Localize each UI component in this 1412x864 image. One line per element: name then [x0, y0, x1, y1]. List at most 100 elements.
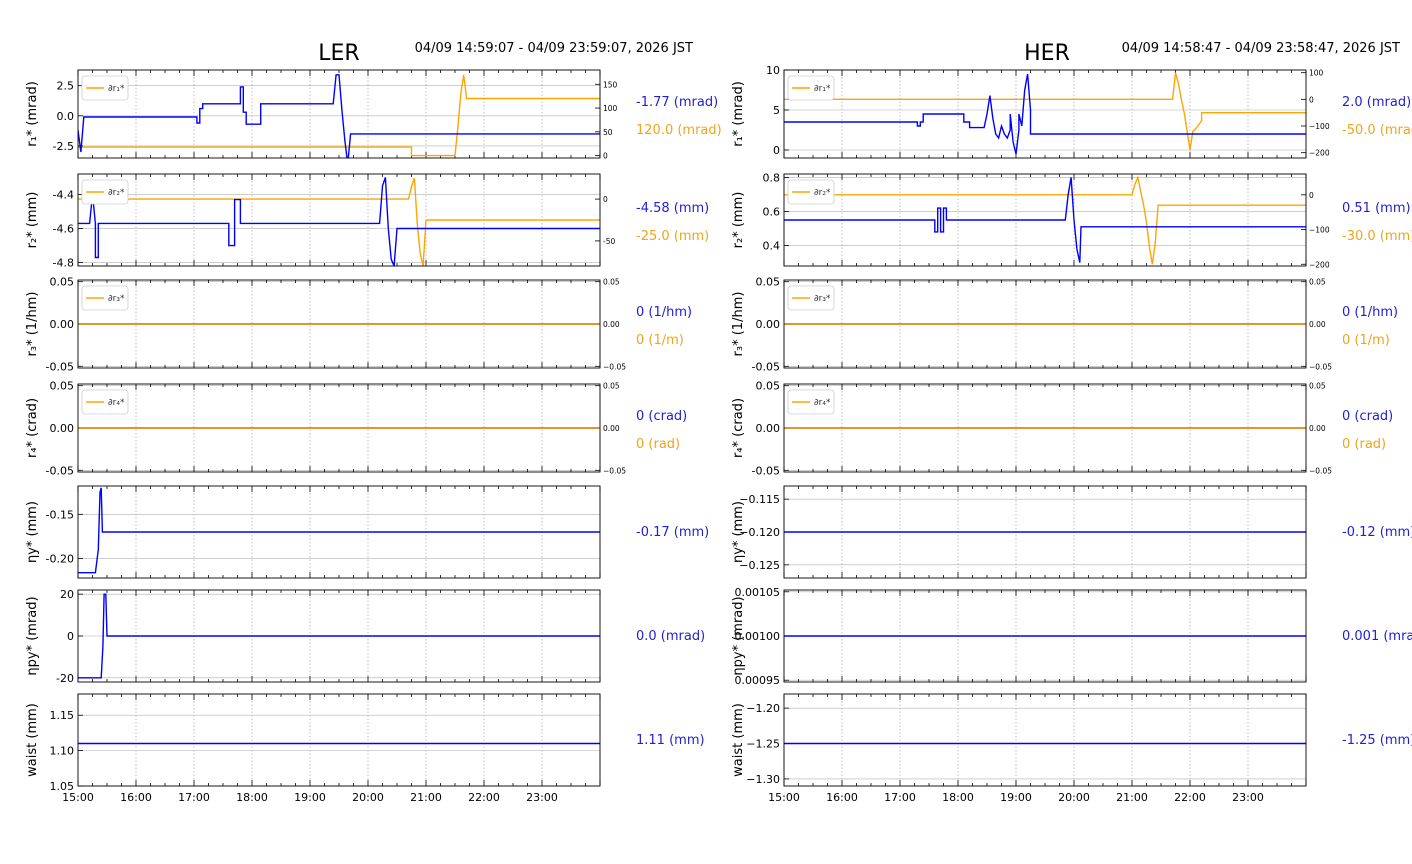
secondary-value-readout: 0 (rad) [1342, 437, 1386, 452]
y-tick-label: -2.5 [53, 140, 74, 153]
y-axis-label: r₄* (crad) [731, 398, 746, 458]
her-title: HER [1024, 41, 1070, 66]
axes-frame [77, 173, 601, 267]
x-tick-label: 18:00 [942, 791, 974, 804]
y2-tick-label: 0.05 [1309, 278, 1326, 287]
y-axis-label: r₁* (mrad) [25, 81, 40, 147]
legend: ∂r₂* [787, 179, 835, 205]
x-tick-label: 22:00 [1174, 791, 1206, 804]
x-tick-label: 22:00 [468, 791, 500, 804]
legend-label: ∂r₃* [814, 294, 831, 304]
legend-box [81, 179, 129, 205]
axes-frame [77, 279, 601, 369]
legend-label: ∂r₃* [108, 294, 125, 304]
legend-label: ∂r₄* [814, 398, 831, 408]
secondary-value-readout: -25.0 (mm) [636, 229, 709, 244]
legend-box [787, 389, 835, 415]
legend: ∂r₄* [81, 389, 129, 415]
y-tick-label: -0.05 [752, 464, 780, 477]
y-tick-label: -4.8 [53, 257, 74, 270]
y-axis-label: r₂* (mm) [25, 192, 40, 249]
primary-value-readout: 1.11 (mm) [636, 733, 705, 748]
x-tick-label: 16:00 [120, 791, 152, 804]
y-tick-label: 0.00095 [735, 674, 781, 687]
y-axis-label: r₃* (1/hm) [25, 292, 40, 357]
y-tick-label: −0.115 [739, 493, 780, 506]
y-tick-label: -0.05 [46, 464, 74, 477]
y-tick-label: 1.15 [50, 709, 75, 722]
legend-box [81, 389, 129, 415]
y2-tick-label: -50 [603, 237, 615, 246]
y-tick-label: -4.4 [53, 188, 74, 201]
secondary-value-readout: 0 (rad) [636, 437, 680, 452]
ler-panel: LER 04/09 14:59:07 - 04/09 23:59:07, 202… [25, 41, 722, 804]
primary-value-readout: -0.12 (mm) [1342, 525, 1412, 540]
y-tick-label: 0.00100 [735, 630, 781, 643]
secondary-series-line [78, 177, 600, 266]
x-tick-label: 15:00 [62, 791, 94, 804]
legend-label: ∂r₄* [108, 398, 125, 408]
secondary-value-readout: -50.0 (mrad) [1342, 123, 1412, 138]
y-tick-label: 0.00 [50, 318, 75, 331]
y-tick-label: 1.10 [50, 745, 75, 758]
y-tick-label: 0.8 [763, 171, 781, 184]
ler-title: LER [318, 41, 359, 66]
her-panel: HER 04/09 14:58:47 - 04/09 23:58:47, 202… [731, 41, 1412, 804]
y2-tick-label: 0 [1309, 95, 1314, 104]
y-tick-label: 0.6 [763, 205, 781, 218]
secondary-value-readout: -30.0 (mm) [1342, 229, 1412, 244]
y2-tick-label: 0.05 [603, 382, 620, 391]
axes-frame [77, 69, 601, 159]
y-tick-label: 0.00 [756, 422, 781, 435]
primary-value-readout: -1.25 (mm) [1342, 733, 1412, 748]
primary-value-readout: 0.51 (mm) [1342, 201, 1411, 216]
y-tick-label: −1.30 [746, 773, 780, 786]
legend-box [81, 75, 129, 101]
ler-subplot-2: -4.8 -4.6 -4.4 -50 0 ∂r₂* r₂* (mm) -4.58 (mm) -2… [25, 173, 709, 270]
y-tick-label: -0.20 [46, 553, 74, 566]
y-tick-label: 2.5 [57, 80, 75, 93]
legend: ∂r₄* [787, 389, 835, 415]
legend-label: ∂r₂* [814, 188, 831, 198]
secondary-series-line [78, 74, 600, 157]
y-tick-label: -4.6 [53, 223, 74, 236]
y-tick-label: -0.15 [46, 508, 74, 521]
y2-tick-label: −0.05 [1309, 466, 1332, 475]
y2-tick-label: 0.00 [603, 320, 620, 329]
legend-label: ∂r₁* [814, 84, 831, 94]
y-axis-label: waist (mm) [25, 703, 40, 777]
secondary-series-line [784, 72, 1306, 151]
legend-box [787, 285, 835, 311]
axes-frame [77, 383, 601, 473]
y-tick-label: -0.05 [46, 360, 74, 373]
y2-tick-label: 150 [603, 80, 618, 89]
x-tick-label: 21:00 [410, 791, 442, 804]
y-axis-label: ηy* (mm) [731, 501, 746, 563]
y2-tick-label: −100 [1309, 226, 1330, 235]
y-tick-label: 1.05 [50, 780, 75, 793]
ler-subplot-6: -20 0 20 ηpy* (mrad) 0.0 (mrad) [25, 588, 705, 685]
ler-subplot-1: -2.5 0.0 2.5 0 50 100 150 ∂r₁* r₁* (mrad) -1.77 (… [25, 69, 722, 161]
legend-label: ∂r₁* [108, 84, 125, 94]
x-tick-label: 20:00 [1058, 791, 1090, 804]
primary-series-line [78, 74, 600, 158]
axes-frame [783, 279, 1307, 369]
primary-value-readout: 0.0 (mrad) [636, 629, 705, 644]
x-tick-label: 19:00 [1000, 791, 1032, 804]
x-tick-label: 19:00 [294, 791, 326, 804]
primary-series-line [78, 593, 600, 679]
y-tick-label: 0.0 [57, 110, 75, 123]
her-subplot-3: -0.05 0.00 0.05 −0.05 0.00 0.05 ∂r₃* r₃* (1/hm)… [731, 276, 1398, 374]
y2-tick-label: 50 [603, 128, 613, 137]
y-axis-label: ηpy* (mrad) [731, 596, 746, 675]
y-tick-label: 0 [67, 630, 74, 643]
y-axis-label: ηy* (mm) [25, 501, 40, 563]
legend: ∂r₃* [81, 285, 129, 311]
axes-frame [783, 693, 1307, 787]
secondary-series-line [784, 175, 1306, 265]
primary-series-line [78, 177, 600, 266]
ler-subplot-3: -0.05 0.00 0.05 −0.05 0.00 0.05 ∂r₃* r₃* (1/hm)… [25, 276, 692, 374]
